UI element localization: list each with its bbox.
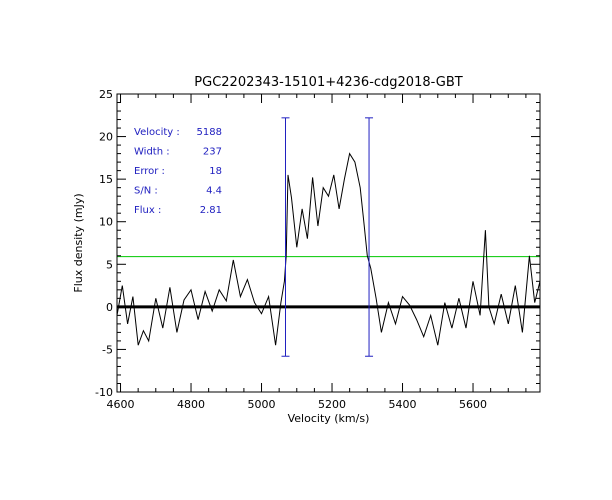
- chart-title: PGC2202343-15101+4236-cdg2018-GBT: [194, 75, 462, 90]
- annotation-label: Error :: [134, 166, 165, 177]
- y-tick-label: -5: [102, 343, 113, 356]
- annotation-value: 237: [203, 147, 222, 158]
- y-tick-label: 5: [106, 258, 113, 271]
- y-tick-label: 25: [99, 88, 113, 101]
- y-tick-label: 20: [99, 131, 113, 144]
- annotation-label: S/N :: [134, 186, 158, 197]
- plot-frame: [116, 93, 541, 393]
- x-tick-label: 5600: [459, 398, 487, 411]
- spectrum-line: [117, 152, 540, 346]
- x-tick-label: 5000: [248, 398, 276, 411]
- x-tick-label: 5400: [389, 398, 417, 411]
- annotation-label: Width :: [134, 147, 170, 158]
- x-tick-label: 5200: [318, 398, 346, 411]
- plot-area: 4600 4800 5000 5200 5400 5600 -10 -5 0 5 10 15 20 25 V…: [95, 88, 541, 411]
- annotation-label: Velocity :: [134, 127, 180, 138]
- y-tick-label: 0: [106, 301, 113, 314]
- y-tick-label: 15: [99, 173, 113, 186]
- y-tick-label: -10: [95, 386, 113, 399]
- x-axis-title: Velocity (km/s): [288, 412, 370, 425]
- annotation-value: 2.81: [200, 205, 222, 216]
- y-tick-label: 10: [99, 216, 113, 229]
- annotation-value: 18: [209, 166, 222, 177]
- x-tick-label: 4600: [107, 398, 135, 411]
- y-axis-title: Flux density (mJy): [72, 193, 85, 292]
- annotation-value: 5188: [197, 127, 222, 138]
- annotation-label: Flux :: [134, 205, 161, 216]
- x-tick-label: 4800: [177, 398, 205, 411]
- annotation-value: 4.4: [206, 186, 222, 197]
